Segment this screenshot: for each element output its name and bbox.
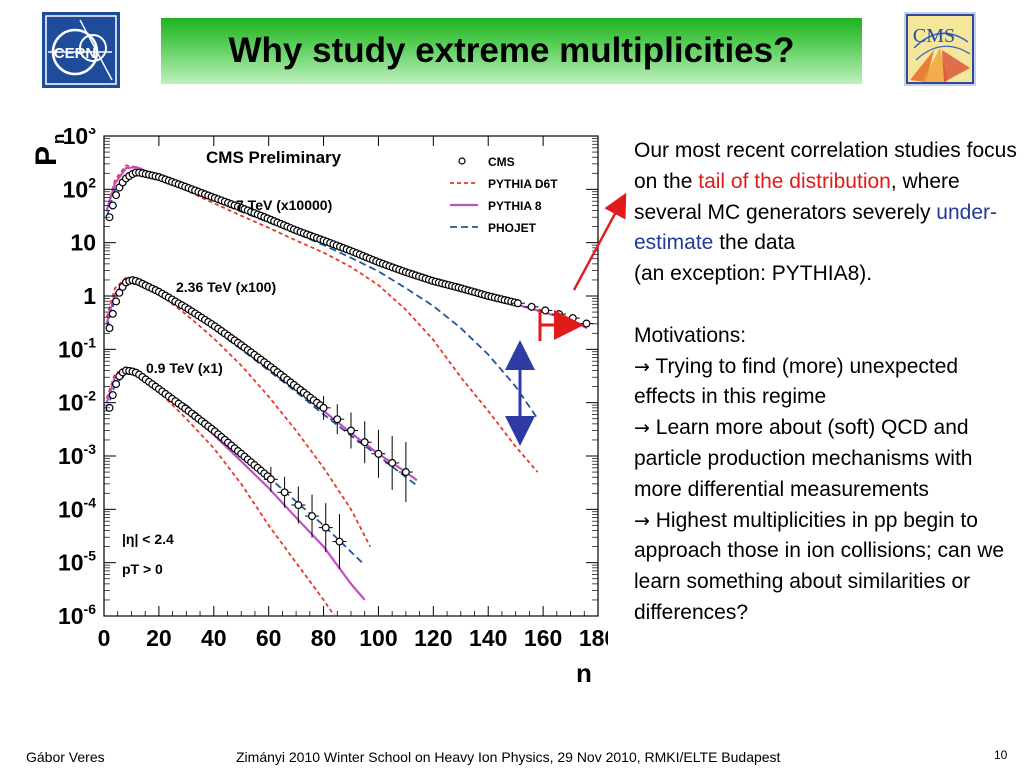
- cms-logo-text: CMS: [913, 25, 955, 47]
- plot-frame: [103, 135, 599, 617]
- bullet-item: → Learn more about (soft) QCD and partic…: [634, 416, 973, 501]
- cern-logo-text: CERN: [54, 45, 97, 62]
- y-tick-label: 10-2: [58, 388, 96, 416]
- title-bar: Why study extreme multiplicities?: [161, 18, 862, 84]
- cms-data-point: [388, 458, 397, 467]
- cms-data-point: [333, 415, 342, 424]
- legend-label: CMS: [488, 155, 515, 169]
- footer-event: Zimányi 2010 Winter School on Heavy Ion …: [236, 749, 781, 765]
- y-tick-label: 102: [63, 174, 97, 202]
- x-tick-label: 120: [414, 625, 452, 651]
- legend-label: PYTHIA 8: [488, 199, 542, 213]
- bullet-item: → Trying to find (more) unexpected effec…: [634, 354, 959, 409]
- chart-legend: CMS PYTHIA D6T PYTHIA 8 PHOJET: [450, 155, 558, 235]
- x-axis-label: n: [576, 658, 592, 688]
- footer-author: Gábor Veres: [26, 749, 105, 765]
- cms-data-point: [266, 475, 275, 484]
- intro-paragraph: Our most recent correlation studies focu…: [634, 139, 1017, 286]
- cern-logo: CERN: [42, 12, 120, 88]
- y-tick-label: 10-4: [58, 494, 96, 522]
- highlight-tail: tail of the distribution: [698, 169, 891, 193]
- y-tick-label: 10: [70, 230, 96, 256]
- cms-data-point: [555, 310, 564, 319]
- x-tick-label: 0: [98, 625, 111, 651]
- cms-data-point: [401, 468, 410, 477]
- cms-data-point: [582, 319, 591, 328]
- y-tick-label: 1: [83, 283, 96, 309]
- y-axis-label: P: [30, 146, 63, 166]
- page-number: 10: [994, 748, 1008, 762]
- series-annotation: 7 TeV (x10000): [236, 197, 332, 213]
- slide-title: Why study extreme multiplicities?: [228, 31, 795, 70]
- ticks-layer: 0 20 40 60 80 100 120 140 160 180 10-6 10-5 10-4 10-3…: [58, 121, 617, 651]
- cms-data-point: [112, 297, 121, 306]
- x-tick-label: 160: [524, 625, 562, 651]
- y-tick-label: 10-5: [58, 548, 96, 576]
- series-labels: 7 TeV (x10000) 2.36 TeV (x100) 0.9 TeV (x1…: [122, 197, 332, 577]
- series-annotation: pT > 0: [122, 561, 163, 577]
- arrow-right-icon: →: [634, 355, 650, 378]
- x-tick-label: 180: [579, 625, 608, 651]
- legend-marker-cms: [458, 157, 466, 165]
- text-column: Our most recent correlation studies focu…: [634, 136, 1019, 629]
- y-tick-label: 10-6: [58, 601, 96, 629]
- x-tick-label: 140: [469, 625, 507, 651]
- motivations-label: Motivations:: [634, 323, 747, 347]
- cms-data-point: [115, 288, 124, 297]
- cms-data-point: [108, 201, 117, 210]
- cms-data-point: [541, 306, 550, 315]
- chart-svg: 0 20 40 60 80 100 120 140 160 180 10-6 10-5 10-4 10-3…: [30, 121, 617, 688]
- arrow-right-icon: →: [634, 509, 650, 532]
- cms-data-point: [308, 512, 317, 521]
- cms-data-point: [374, 449, 383, 458]
- cms-data-point: [108, 391, 117, 400]
- series-annotation: 2.36 TeV (x100): [176, 279, 276, 295]
- cms-data-point: [105, 324, 114, 333]
- legend-label: PYTHIA D6T: [488, 177, 558, 191]
- series-annotation: |η| < 2.4: [122, 531, 174, 547]
- cms-data-point: [280, 488, 289, 497]
- multiplicity-chart: 0 20 40 60 80 100 120 140 160 180 10-6 10-5 10-4 10-3…: [18, 121, 617, 688]
- chart-title: CMS Preliminary: [206, 148, 342, 167]
- y-tick-label: 10-3: [58, 441, 96, 469]
- x-tick-label: 80: [311, 625, 337, 651]
- arrow-right-icon: →: [634, 417, 650, 440]
- cms-data-point: [319, 403, 328, 412]
- cms-data-point: [108, 309, 117, 318]
- x-tick-label: 60: [256, 625, 282, 651]
- legend-label: PHOJET: [488, 221, 537, 235]
- cms-data-point: [112, 380, 121, 389]
- cms-data-point: [527, 302, 536, 311]
- cms-data-point: [360, 438, 369, 447]
- series-annotation: 0.9 TeV (x1): [146, 360, 223, 376]
- y-axis-label-sub: n: [49, 134, 68, 144]
- cms-logo: CMS: [904, 12, 976, 86]
- cms-data-point: [347, 426, 356, 435]
- cms-data-point: [294, 501, 303, 510]
- y-tick-label: 10-1: [58, 334, 96, 362]
- x-tick-label: 100: [359, 625, 397, 651]
- y-tick-label: 103: [63, 128, 97, 149]
- x-tick-label: 40: [201, 625, 227, 651]
- cms-data-point: [568, 314, 577, 323]
- pythia-d6t-curve: [105, 276, 372, 548]
- cms-data-point: [513, 299, 522, 308]
- bullet-item: → Highest multiplicities in pp begin to …: [634, 508, 1005, 624]
- cms-data-point: [112, 191, 121, 200]
- cms-data-point: [335, 537, 344, 546]
- highlight-underestimate: under-estimate: [634, 200, 997, 255]
- cms-data-point: [321, 523, 330, 532]
- x-tick-label: 20: [146, 625, 172, 651]
